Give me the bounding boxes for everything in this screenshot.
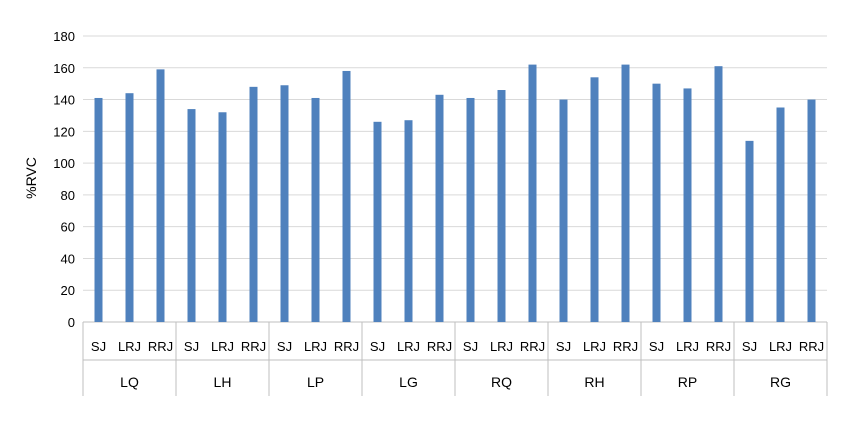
x-category-label: RRJ: [427, 339, 452, 354]
bar: [497, 90, 506, 323]
x-category-label: LRJ: [676, 339, 699, 354]
x-category-label: RRJ: [706, 339, 731, 354]
bar: [125, 93, 134, 322]
bar: [156, 69, 165, 322]
x-category-label: SJ: [463, 339, 478, 354]
x-category-label: RRJ: [334, 339, 359, 354]
x-group-label: RQ: [491, 374, 512, 390]
y-tick-label: 100: [53, 156, 75, 171]
x-category-label: LRJ: [490, 339, 513, 354]
x-category-label: SJ: [184, 339, 199, 354]
x-category-label: LRJ: [118, 339, 141, 354]
y-tick-label: 60: [61, 220, 75, 235]
y-tick-label: 80: [61, 188, 75, 203]
x-group-label: RG: [770, 374, 791, 390]
x-group-label: RP: [678, 374, 697, 390]
x-category-label: LRJ: [583, 339, 606, 354]
x-group-label: LH: [214, 374, 232, 390]
bar: [776, 107, 785, 322]
x-group-label: LQ: [120, 374, 139, 390]
x-group-label: RH: [584, 374, 604, 390]
x-category-label: LRJ: [211, 339, 234, 354]
x-category-label: SJ: [91, 339, 106, 354]
bar: [528, 64, 537, 322]
x-category-label: RRJ: [148, 339, 173, 354]
y-tick-label: 140: [53, 93, 75, 108]
x-category-label: LRJ: [769, 339, 792, 354]
x-group-label: LG: [399, 374, 418, 390]
bar: [342, 70, 351, 322]
bar: [745, 140, 754, 322]
y-tick-label: 120: [53, 124, 75, 139]
bar: [683, 88, 692, 322]
x-group-label: LP: [307, 374, 324, 390]
bar: [621, 64, 630, 322]
bar: [652, 83, 661, 323]
y-tick-label: 160: [53, 61, 75, 76]
bar: [187, 109, 196, 322]
bar: [714, 66, 723, 322]
bar: [311, 97, 320, 322]
y-tick-label: 180: [53, 29, 75, 44]
y-tick-label: 40: [61, 251, 75, 266]
x-category-label: SJ: [277, 339, 292, 354]
gridlines: [83, 35, 827, 323]
bar: [807, 99, 816, 322]
bar: [404, 120, 413, 322]
bar: [435, 94, 444, 323]
bar: [218, 112, 227, 323]
x-category-label: LRJ: [397, 339, 420, 354]
x-category-label: RRJ: [520, 339, 545, 354]
x-category-label: RRJ: [799, 339, 824, 354]
bar: [280, 85, 289, 322]
y-axis-label: %RVC: [23, 157, 39, 199]
y-axis-tick-labels: 0 20 40 60 80 100 120 140 160 180: [53, 29, 75, 330]
bars: [94, 64, 816, 323]
y-tick-label: 20: [61, 283, 75, 298]
x-category-label: SJ: [370, 339, 385, 354]
bar: [249, 86, 258, 322]
x-category-label: SJ: [556, 339, 571, 354]
x-category-label: LRJ: [304, 339, 327, 354]
bar: [373, 121, 382, 322]
x-category-label: RRJ: [613, 339, 638, 354]
bar: [466, 97, 475, 322]
x-category-label: RRJ: [241, 339, 266, 354]
bar: [94, 97, 103, 322]
x-category-label: SJ: [742, 339, 757, 354]
bar: [590, 77, 599, 322]
bar: [559, 99, 568, 322]
x-axis: SJ LRJ RRJ LQ SJ LRJ RRJ LH SJ LRJ RRJ LP SJ LRJ RRJ LG…: [82, 322, 828, 396]
x-category-label: SJ: [649, 339, 664, 354]
y-tick-label: 0: [68, 315, 75, 330]
